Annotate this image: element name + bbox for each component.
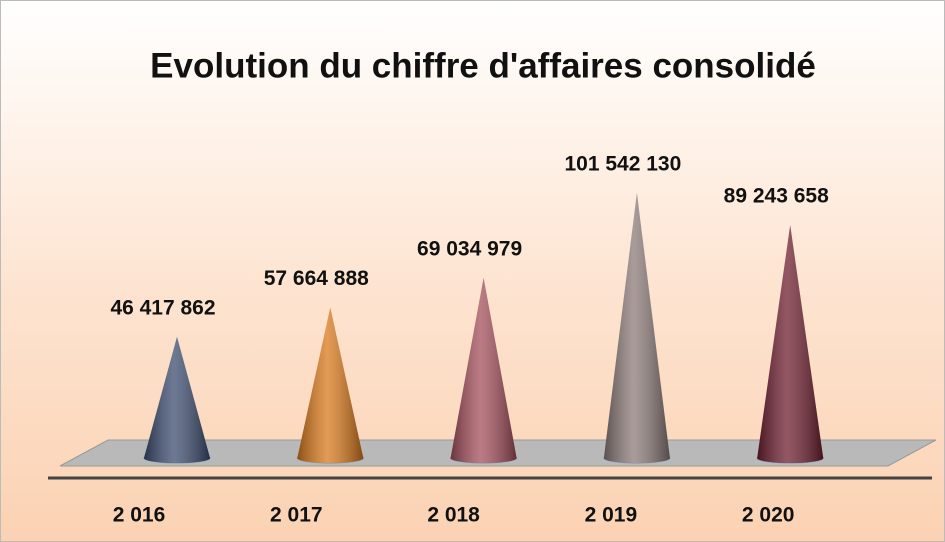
value-label: 46 417 862 xyxy=(110,296,215,319)
cone-shade xyxy=(757,225,824,463)
cone-shade xyxy=(144,336,210,463)
cone-shade xyxy=(450,277,517,463)
chart-title: Evolution du chiffre d'affaires consolid… xyxy=(150,46,816,85)
value-label: 69 034 979 xyxy=(417,237,522,260)
x-tick-label: 2 016 xyxy=(113,504,166,527)
value-label: 89 243 658 xyxy=(724,185,829,208)
value-label: 101 542 130 xyxy=(565,153,682,176)
x-tick-label: 2 018 xyxy=(427,504,480,527)
cone-shade xyxy=(297,307,364,463)
x-tick-label: 2 020 xyxy=(742,504,795,527)
x-tick-label: 2 017 xyxy=(270,504,323,527)
x-tick-label: 2 019 xyxy=(585,504,638,527)
value-label: 57 664 888 xyxy=(264,267,369,290)
cone-shade xyxy=(603,193,670,463)
